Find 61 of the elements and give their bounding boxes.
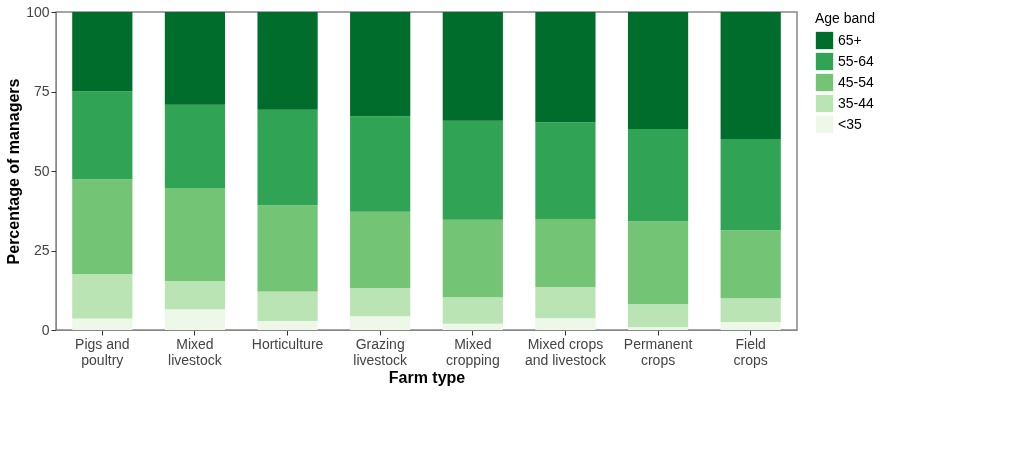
- bar: [535, 12, 596, 123]
- x-axis-title: Farm type: [388, 368, 466, 386]
- bar: [720, 298, 781, 323]
- bar: [257, 109, 318, 206]
- bar: [535, 122, 596, 220]
- bar: [627, 12, 689, 130]
- legend-label: 65+: [838, 31, 862, 48]
- y-tick-label: 0: [41, 321, 50, 338]
- legend-title: Age band: [815, 10, 875, 26]
- bar: [164, 309, 226, 330]
- y-tick-label: 100: [26, 3, 50, 20]
- bar: [72, 12, 133, 92]
- y-tick-label: 75: [33, 83, 50, 99]
- bar: [627, 221, 689, 304]
- x-tick-label: Mixed livestock: [168, 335, 223, 368]
- bar: [627, 129, 689, 222]
- bar: [257, 321, 318, 330]
- bar: [72, 318, 133, 330]
- bar: [257, 205, 318, 292]
- legend-label: 55-64: [838, 52, 875, 69]
- bar: [350, 116, 411, 212]
- legend-label: 35-44: [838, 94, 875, 111]
- bar: [350, 211, 411, 289]
- bar: [720, 138, 781, 231]
- bar: [627, 303, 689, 328]
- bar: [72, 274, 133, 319]
- bar: [350, 12, 411, 117]
- bar: [442, 219, 503, 298]
- bar: [720, 322, 781, 330]
- bar: [164, 281, 226, 310]
- bar: [350, 316, 411, 330]
- bar: [257, 291, 318, 322]
- x-tick-label: Permanent crops: [623, 335, 693, 368]
- bar: [535, 219, 596, 288]
- bar: [627, 327, 689, 330]
- x-tick-label: Grazing livestock: [353, 335, 409, 368]
- bar: [257, 12, 318, 110]
- y-tick-label: 25: [33, 242, 50, 258]
- bar: [442, 12, 503, 121]
- bar: [720, 12, 781, 139]
- bar: [164, 12, 226, 105]
- bar: [720, 230, 781, 299]
- legend-label: 45-54: [838, 73, 875, 90]
- bar: [164, 104, 226, 189]
- bar: [164, 188, 226, 282]
- x-tick-label: Pigs and poultry: [75, 335, 130, 368]
- y-axis-title: Percentage of managers: [5, 78, 23, 265]
- x-tick-label: Horticulture: [251, 335, 324, 352]
- bar: [535, 318, 596, 330]
- bar: [350, 288, 411, 317]
- y-tick-label: 50: [33, 162, 50, 179]
- legend-label: <35: [838, 115, 862, 132]
- bar: [442, 323, 503, 330]
- bar: [442, 297, 503, 324]
- bar: [72, 91, 133, 180]
- x-tick-label: Mixed crops and livestock: [524, 335, 607, 368]
- x-tick-label: Field crops: [733, 335, 768, 368]
- bar: [72, 179, 133, 275]
- bar: [535, 287, 596, 319]
- bar: [442, 120, 503, 220]
- x-tick-label: Mixed cropping: [445, 335, 500, 368]
